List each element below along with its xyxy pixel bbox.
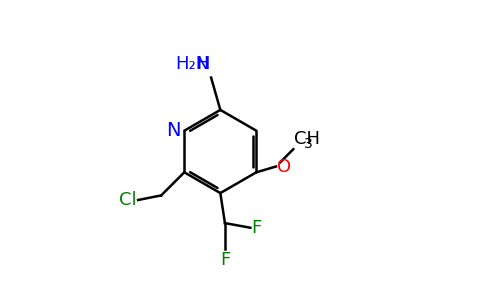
Text: H₂N: H₂N [176,55,210,73]
Text: F: F [252,219,262,237]
Text: 3: 3 [304,137,313,151]
Text: F: F [220,251,230,269]
Text: N: N [166,121,181,140]
Text: O: O [277,158,291,175]
Text: Cl: Cl [120,191,137,209]
Text: CH: CH [294,130,320,148]
Text: H: H [197,55,210,73]
